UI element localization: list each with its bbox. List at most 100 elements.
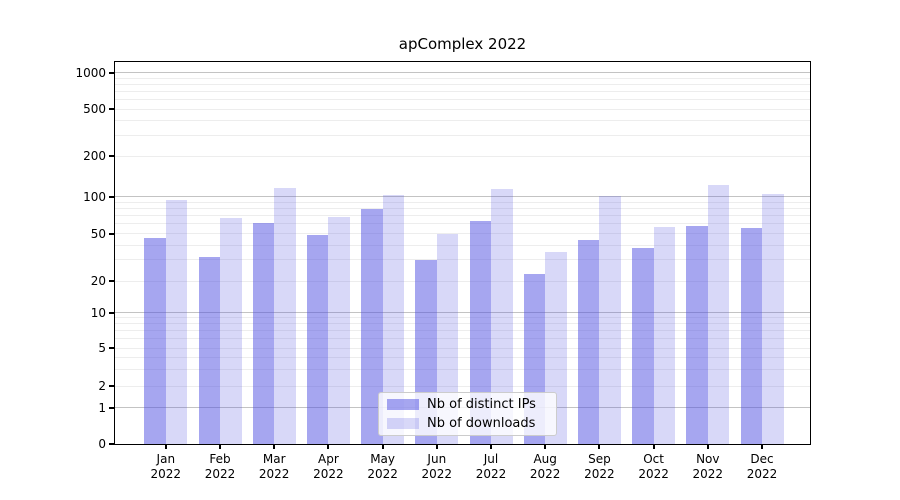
gridline-minor-50 <box>115 233 810 234</box>
legend: Nb of distinct IPs Nb of downloads <box>378 392 557 436</box>
x-tick-label-mar: Mar 2022 <box>258 452 290 481</box>
y-tick-label-50: 50 <box>90 226 106 241</box>
y-tick-mark-5 <box>109 347 115 349</box>
x-tick-label-may: May 2022 <box>367 452 398 481</box>
x-tick-label-oct: Oct 2022 <box>638 452 669 481</box>
y-tick-mark-2 <box>109 385 115 387</box>
chart-title: apComplex 2022 <box>398 35 527 53</box>
bar-distinct-ips-mar <box>252 222 275 444</box>
x-tick-mark-jul <box>490 444 492 449</box>
gridline-major-1000 <box>115 72 810 73</box>
x-tick-mark-oct <box>652 444 655 449</box>
y-tick-mark-200 <box>109 155 115 157</box>
y-tick-label-200: 200 <box>83 149 106 163</box>
gridline-minor-7 <box>115 330 810 332</box>
y-tick-mark-0 <box>109 443 115 445</box>
bar-downloads-jul <box>491 188 513 444</box>
x-tick-label-dec: Dec 2022 <box>746 452 778 481</box>
gridline-minor-4 <box>115 356 810 358</box>
bar-distinct-ips-sep <box>577 240 600 444</box>
gridline-minor-70 <box>115 215 810 217</box>
y-tick-label-20: 20 <box>90 274 106 288</box>
gridline-minor-40 <box>115 244 810 246</box>
bar-distinct-ips-dec <box>740 228 762 444</box>
gridline-minor-2 <box>115 385 810 387</box>
x-tick-mark-may <box>381 444 384 449</box>
x-tick-label-apr: Apr 2022 <box>313 452 344 481</box>
gridline-minor-200 <box>115 155 810 157</box>
bar-downloads-oct <box>653 226 676 444</box>
x-tick-label-aug: Aug 2022 <box>529 452 561 481</box>
bar-distinct-ips-feb <box>198 256 220 444</box>
x-tick-label-sep: Sep 2022 <box>584 452 615 481</box>
bar-downloads-apr <box>328 217 350 444</box>
legend-swatch-distinct-ips-icon <box>387 399 419 410</box>
gridline-minor-80 <box>115 207 810 209</box>
gridline-minor-60 <box>115 223 810 225</box>
gridline-minor-3 <box>115 368 810 370</box>
bar-downloads-may <box>382 195 405 444</box>
gridline-major-10 <box>115 312 810 313</box>
x-tick-mark-aug <box>544 444 547 449</box>
gridline-minor-5 <box>115 347 810 349</box>
x-tick-label-nov: Nov 2022 <box>692 452 724 481</box>
bar-downloads-jan <box>165 200 188 444</box>
legend-swatch-downloads-icon <box>387 418 419 429</box>
gridline-minor-500 <box>115 108 810 110</box>
gridline-minor-9 <box>115 317 810 319</box>
x-tick-label-jan: Jan 2022 <box>150 452 182 481</box>
y-tick-mark-500 <box>109 108 115 110</box>
gridline-minor-90 <box>115 201 810 203</box>
gridline-minor-30 <box>115 259 810 261</box>
y-tick-mark-1000 <box>109 71 115 74</box>
gridline-minor-300 <box>115 134 810 136</box>
gridline-minor-900 <box>115 77 810 79</box>
gridline-minor-800 <box>115 83 810 85</box>
legend-item-downloads: Nb of downloads <box>387 416 556 432</box>
x-tick-mark-dec <box>761 444 763 449</box>
x-tick-label-feb: Feb 2022 <box>204 452 236 481</box>
y-tick-label-5: 5 <box>98 341 106 355</box>
bar-distinct-ips-nov <box>686 225 708 444</box>
y-tick-label-10: 10 <box>90 305 106 320</box>
bar-downloads-jun <box>436 233 459 444</box>
y-tick-mark-50 <box>109 232 115 235</box>
bar-downloads-dec <box>762 193 784 444</box>
y-tick-label-1000: 1000 <box>75 65 106 80</box>
x-tick-mark-jun <box>435 444 438 449</box>
y-tick-label-0: 0 <box>98 437 106 451</box>
gridline-minor-400 <box>115 119 810 121</box>
bar-downloads-mar <box>274 188 296 444</box>
y-tick-label-1: 1 <box>98 400 106 415</box>
x-tick-mark-apr <box>327 444 330 449</box>
y-tick-label-100: 100 <box>83 189 106 204</box>
y-tick-mark-20 <box>109 280 115 282</box>
bar-distinct-ips-apr <box>306 234 329 444</box>
gridline-minor-600 <box>115 98 810 100</box>
gridline-minor-8 <box>115 323 810 325</box>
x-tick-mark-sep <box>598 444 601 449</box>
x-tick-mark-nov <box>706 444 709 449</box>
x-tick-label-jul: Jul 2022 <box>475 452 507 481</box>
y-tick-mark-100 <box>109 195 115 198</box>
bar-distinct-ips-may <box>361 209 383 444</box>
bar-downloads-nov <box>707 184 730 444</box>
gridline-major-100 <box>115 196 810 197</box>
gridline-minor-20 <box>115 280 810 282</box>
x-tick-mark-feb <box>219 444 221 449</box>
y-tick-label-2: 2 <box>98 379 106 393</box>
x-tick-mark-jan <box>164 444 167 449</box>
y-tick-mark-10 <box>109 311 115 314</box>
gridline-minor-700 <box>115 90 810 92</box>
x-tick-mark-mar <box>273 444 276 449</box>
gridline-minor-6 <box>115 338 810 340</box>
bar-distinct-ips-jul <box>469 221 491 444</box>
bar-distinct-ips-jan <box>144 237 166 444</box>
bar-downloads-feb <box>220 217 242 444</box>
bar-downloads-sep <box>599 195 621 444</box>
y-tick-mark-1 <box>109 406 115 409</box>
legend-label-distinct-ips: Nb of distinct IPs <box>427 396 536 412</box>
legend-item-distinct-ips: Nb of distinct IPs <box>387 397 556 413</box>
x-tick-label-jun: Jun 2022 <box>421 452 453 481</box>
